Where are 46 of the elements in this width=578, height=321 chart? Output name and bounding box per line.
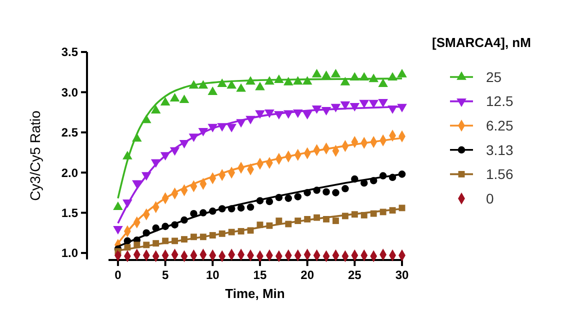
point [179, 94, 190, 104]
legend-label: 25 [486, 68, 502, 85]
legend-label: 6.25 [486, 118, 514, 134]
legend-title: [SMARCA4], nM [432, 35, 531, 50]
point [236, 83, 246, 92]
point [322, 188, 330, 196]
point [332, 218, 339, 224]
point [160, 96, 170, 106]
point [340, 76, 350, 86]
point [276, 218, 282, 224]
y-axis-title: Cy3/Cy5 Ratio [27, 110, 43, 201]
point [170, 92, 180, 102]
point [237, 204, 245, 212]
legend-label: 1.56 [486, 166, 514, 182]
x-tick-label: 0 [114, 268, 122, 282]
x-axis-title: Time, Min [225, 286, 285, 301]
y-tick-label: 3.5 [61, 45, 78, 60]
y-tick-label: 1.5 [61, 206, 78, 220]
legend-label: 12.5 [486, 93, 514, 110]
point [150, 105, 161, 114]
point [226, 80, 236, 89]
point [312, 68, 322, 78]
point [113, 202, 123, 210]
x-tick-label: 20 [300, 268, 314, 282]
legend-label: 0 [486, 190, 494, 206]
y-tick-label: 2.5 [61, 126, 78, 140]
y-tick-label: 1.0 [61, 246, 78, 260]
point [342, 185, 349, 192]
y-tick-label: 2.0 [61, 166, 78, 180]
point [332, 189, 340, 196]
x-tick-label: 15 [253, 268, 267, 282]
point [284, 194, 292, 202]
point [246, 204, 254, 211]
point [208, 86, 218, 96]
point [266, 198, 274, 206]
point [397, 68, 407, 78]
x-tick-label: 25 [348, 268, 362, 282]
legend-label: 3.13 [486, 142, 514, 158]
point [378, 78, 388, 87]
x-tick-label: 5 [162, 268, 169, 282]
x-tick-label: 30 [395, 268, 409, 282]
y-tick-label: 3.0 [61, 85, 78, 100]
x-tick-label: 10 [206, 268, 220, 282]
point [330, 68, 341, 78]
point [255, 82, 265, 90]
point [294, 193, 302, 200]
